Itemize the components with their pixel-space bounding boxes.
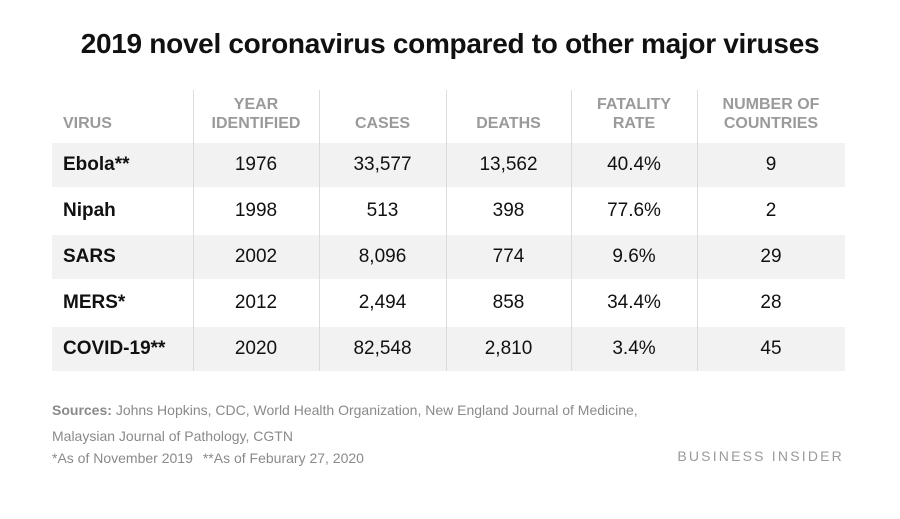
cell-deaths: 858 (492, 292, 525, 313)
cell-deaths: 398 (492, 200, 525, 221)
table-row: Ebola** 1976 33,577 13,562 40.4% 9 (52, 143, 845, 187)
header-text: COUNTRIES (723, 115, 819, 132)
table-row: MERS* 2012 2,494 858 34.4% 28 (52, 281, 845, 325)
header-cases: CASES (319, 90, 446, 141)
cell-fatality-rate: 40.4% (607, 154, 661, 175)
cell-cases: 8,096 (358, 246, 407, 267)
column-divider (697, 90, 698, 371)
column-divider (319, 90, 320, 371)
cell-virus: COVID-19** (63, 338, 166, 359)
cell-year-identified: 1976 (234, 154, 278, 175)
data-table: VIRUS YEAR IDENTIFIED CASES DEATHS FATALI… (52, 90, 845, 371)
header-number-of-countries: NUMBER OF COUNTRIES (697, 90, 845, 141)
cell-cases: 513 (366, 200, 399, 221)
header-text: VIRUS (63, 115, 112, 132)
column-divider (193, 90, 194, 371)
table-row: SARS 2002 8,096 774 9.6% 29 (52, 235, 845, 279)
cell-cases: 2,494 (358, 292, 407, 313)
sources-line-2: Malaysian Journal of Pathology, CGTN (52, 428, 293, 444)
header-fatality-rate: FATALITY RATE (571, 90, 697, 141)
chart-title: 2019 novel coronavirus compared to other… (80, 28, 820, 59)
cell-virus: Ebola** (63, 154, 130, 175)
cell-year-identified: 1998 (234, 200, 278, 221)
header-text: YEAR (233, 96, 279, 113)
table-header: VIRUS YEAR IDENTIFIED CASES DEATHS FATALI… (52, 90, 845, 141)
sources-label: Sources: (52, 402, 112, 418)
header-deaths: DEATHS (446, 90, 571, 141)
cell-number-of-countries: 2 (765, 200, 777, 221)
cell-cases: 82,548 (353, 338, 412, 359)
cell-deaths: 13,562 (479, 154, 538, 175)
header-text: CASES (354, 115, 411, 132)
cell-deaths: 2,810 (484, 338, 533, 359)
footnote-1: *As of November 2019 (52, 450, 193, 466)
sources-line-1: Johns Hopkins, CDC, World Health Organiz… (115, 402, 638, 418)
cell-cases: 33,577 (353, 154, 412, 175)
cell-year-identified: 2020 (234, 338, 278, 359)
cell-deaths: 774 (492, 246, 525, 267)
cell-number-of-countries: 45 (760, 338, 782, 359)
header-virus: VIRUS (52, 90, 193, 141)
cell-fatality-rate: 34.4% (607, 292, 661, 313)
cell-number-of-countries: 28 (760, 292, 782, 313)
cell-year-identified: 2002 (234, 246, 278, 267)
footnote-2: **As of Feburary 27, 2020 (202, 450, 364, 466)
cell-fatality-rate: 3.4% (612, 338, 656, 359)
cell-number-of-countries: 9 (765, 154, 777, 175)
header-text: IDENTIFIED (211, 115, 301, 132)
cell-year-identified: 2012 (234, 292, 278, 313)
header-text: DEATHS (476, 115, 541, 132)
cell-fatality-rate: 9.6% (612, 246, 656, 267)
header-text: NUMBER OF (722, 96, 820, 113)
cell-virus: Nipah (63, 200, 116, 221)
brand-logo: BUSINESS INSIDER (677, 448, 844, 464)
sources-note: Sources: Johns Hopkins, CDC, World Healt… (52, 397, 638, 449)
cell-virus: SARS (63, 246, 116, 267)
cell-fatality-rate: 77.6% (607, 200, 661, 221)
footnotes: *As of November 2019 **As of Feburary 27,… (52, 450, 364, 466)
header-text: RATE (612, 115, 656, 132)
cell-number-of-countries: 29 (760, 246, 782, 267)
column-divider (571, 90, 572, 371)
column-divider (446, 90, 447, 371)
cell-virus: MERS* (63, 292, 126, 313)
table-row: Nipah 1998 513 398 77.6% 2 (52, 189, 845, 233)
header-year-identified: YEAR IDENTIFIED (193, 90, 319, 141)
table-row: COVID-19** 2020 82,548 2,810 3.4% 45 (52, 327, 845, 371)
header-text: FATALITY (596, 96, 672, 113)
